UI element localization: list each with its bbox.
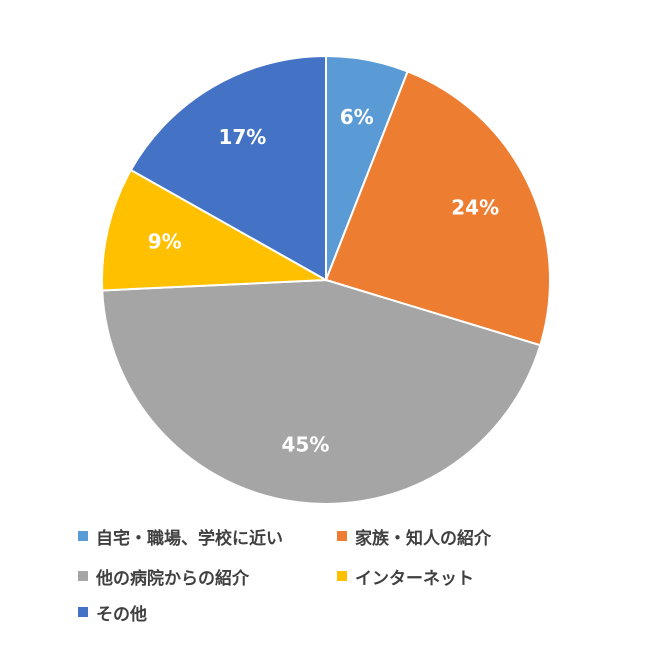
pie-label-other: 17% bbox=[218, 125, 266, 149]
legend-label-hospital-referral: 他の病院からの紹介 bbox=[96, 568, 249, 589]
pie-slice-family-referral bbox=[324, 70, 551, 347]
legend-item-proximity: 自宅・職場、学校に近い bbox=[78, 524, 283, 549]
pie-slice-hospital-referral bbox=[101, 278, 542, 505]
legend-item-hospital-referral: 他の病院からの紹介 bbox=[78, 564, 249, 589]
legend-swatch-hospital-referral bbox=[78, 571, 88, 581]
legend-label-family-referral: 家族・知人の紹介 bbox=[355, 528, 491, 549]
legend-swatch-internet bbox=[337, 571, 347, 581]
legend-label-internet: インターネット bbox=[355, 568, 474, 589]
legend-label-proximity: 自宅・職場、学校に近い bbox=[96, 528, 283, 549]
pie-label-internet: 9% bbox=[148, 230, 182, 254]
legend-item-internet: インターネット bbox=[337, 564, 474, 589]
legend-swatch-proximity bbox=[78, 531, 88, 541]
pie-slice-internet bbox=[101, 168, 330, 292]
pie-label-hospital-referral: 45% bbox=[281, 432, 329, 456]
pie-label-proximity: 6% bbox=[340, 105, 374, 129]
legend-item-family-referral: 家族・知人の紹介 bbox=[337, 524, 491, 549]
legend-label-other: その他 bbox=[96, 604, 147, 625]
pie-label-family-referral: 24% bbox=[451, 196, 499, 220]
legend-item-other: その他 bbox=[78, 600, 147, 625]
legend-swatch-family-referral bbox=[337, 531, 347, 541]
legend-swatch-other bbox=[78, 607, 88, 617]
pie-slice-other bbox=[129, 54, 327, 282]
